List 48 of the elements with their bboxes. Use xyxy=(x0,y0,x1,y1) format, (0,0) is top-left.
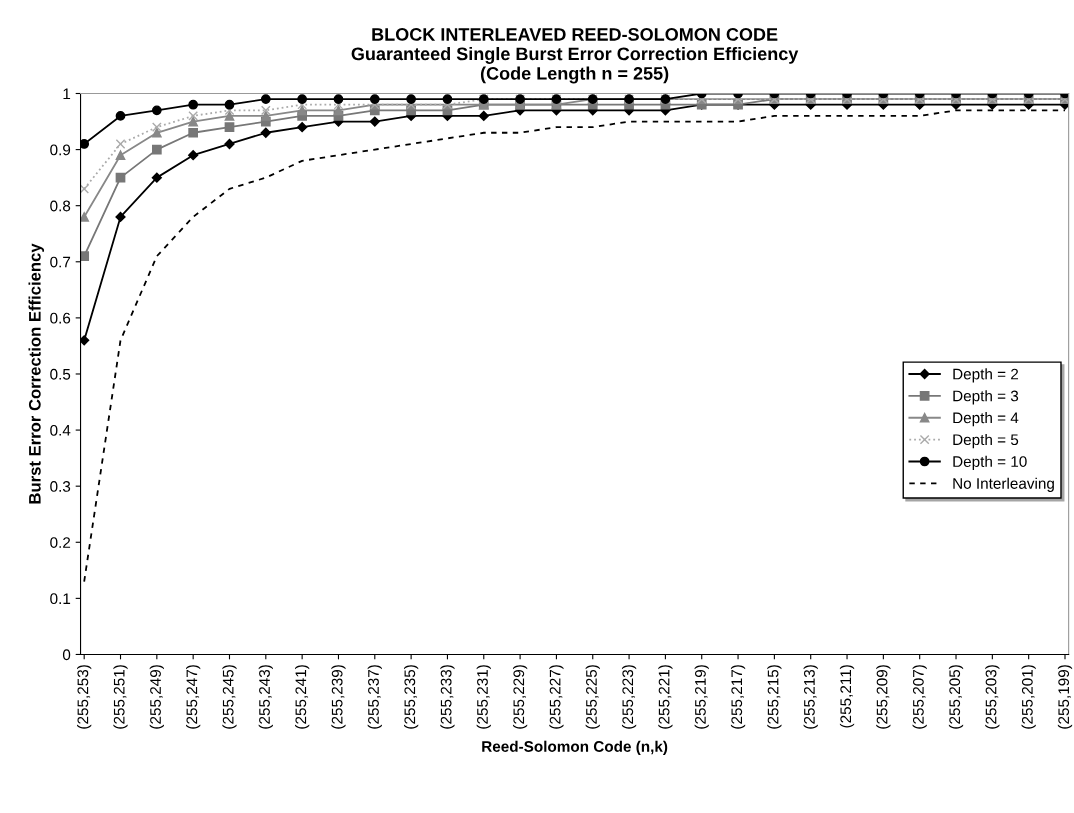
legend-label: No Interleaving xyxy=(953,477,1054,492)
y-axis-title: Burst Error Correction Efficiency xyxy=(28,243,45,504)
x-tick-label: (255,207) xyxy=(912,665,927,729)
x-tick-label: (255,199) xyxy=(1057,665,1073,729)
x-tick-label: (255,249) xyxy=(149,665,164,729)
x-tick-label: (255,253) xyxy=(77,665,92,729)
x-tick-label: (255,247) xyxy=(186,665,201,729)
x-tick-label: (255,223) xyxy=(621,665,637,729)
x-tick-label: (255,237) xyxy=(367,665,382,729)
x-tick-label: (255,219) xyxy=(694,665,709,729)
x-tick-label: (255,235) xyxy=(404,665,419,729)
x-tick-label: (255,201) xyxy=(1021,665,1036,729)
x-tick-label: (255,221) xyxy=(658,665,673,729)
x-tick-label: (255,213) xyxy=(803,665,818,729)
x-tick-label: (255,203) xyxy=(985,665,1000,729)
chart-title: BLOCK INTERLEAVED REED-SOLOMON CODE Guaranteed Single Burst Error Correction Efficiency (Code Length n = 255) xyxy=(351,28,799,84)
y-tick-label: 0.2 xyxy=(50,537,71,548)
x-tick-label: (255,243) xyxy=(258,665,273,729)
x-tick-label: (255,229) xyxy=(512,665,528,729)
y-tick-label: 0.8 xyxy=(50,200,71,212)
x-tick-label: (255,209) xyxy=(876,665,891,729)
y-tick-label: 0.3 xyxy=(50,481,71,492)
x-tick-label: (255,233) xyxy=(440,665,455,729)
y-tick-label: 0.5 xyxy=(50,368,71,380)
legend-label: Depth = 2 xyxy=(953,368,1019,383)
y-tick-label: 0.7 xyxy=(50,256,71,268)
y-tick-label: 0 xyxy=(62,649,71,661)
y-tick-label: 0.9 xyxy=(50,144,71,156)
legend-label: Depth = 10 xyxy=(953,455,1027,471)
y-tick-label: 0.1 xyxy=(50,593,71,605)
x-tick-label: (255,231) xyxy=(476,665,491,729)
x-axis-title: Reed-Solomon Code (n,k) xyxy=(482,740,668,755)
legend-label: Depth = 4 xyxy=(953,412,1019,427)
x-tick-label: (255,217) xyxy=(730,665,746,729)
y-tick-label: 0.4 xyxy=(50,424,71,436)
x-tick-label: (255,205) xyxy=(948,665,964,729)
legend-label: Depth = 3 xyxy=(953,390,1019,405)
x-tick-label: (255,225) xyxy=(585,665,600,729)
x-tick-label: (255,215) xyxy=(767,665,782,729)
x-tick-label: (255,211) xyxy=(839,665,855,728)
y-tick-label: 0.6 xyxy=(50,312,71,324)
x-tick-label: (255,251) xyxy=(113,665,128,729)
x-tick-label: (255,245) xyxy=(222,665,237,729)
x-tick-label: (255,239) xyxy=(331,665,346,729)
legend-label: Depth = 5 xyxy=(953,433,1019,449)
x-tick-label: (255,227) xyxy=(549,665,564,729)
y-tick-label: 1 xyxy=(63,88,71,100)
x-tick-label: (255,241) xyxy=(295,665,310,729)
